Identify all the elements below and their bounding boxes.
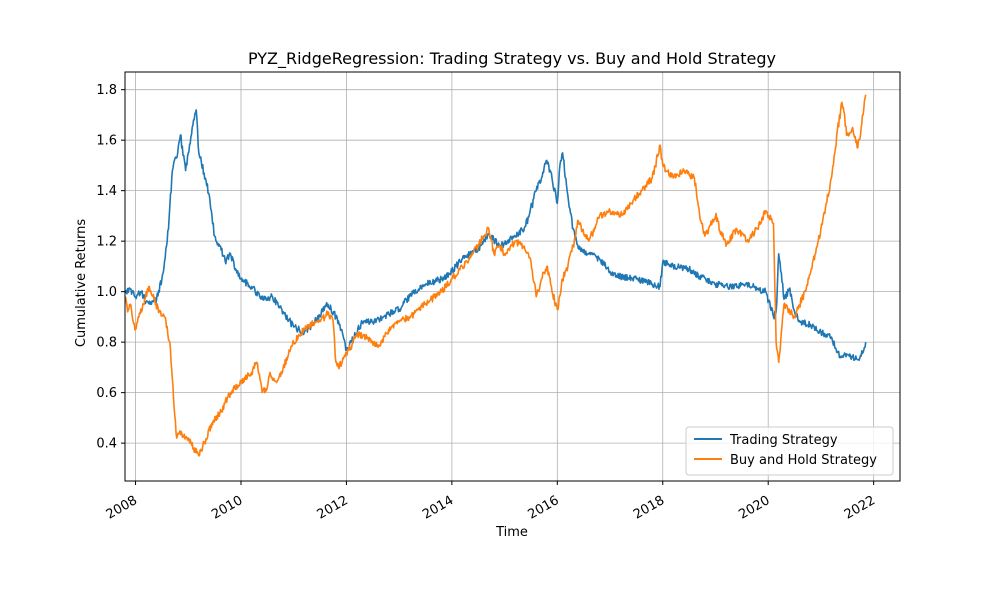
y-axis-label: Cumulative Returns	[74, 219, 89, 347]
y-tick-label: 0.4	[96, 437, 117, 452]
y-tick-label: 1.8	[96, 83, 117, 98]
y-tick-label: 1.4	[96, 184, 117, 199]
grid-lines	[125, 72, 900, 481]
y-tick-label: 0.8	[96, 336, 117, 351]
y-tick-label: 1.6	[96, 134, 117, 149]
series-line-buy-and-hold-strategy	[124, 94, 867, 457]
y-tick-label: 1.0	[96, 285, 117, 300]
legend-box	[685, 426, 894, 476]
chart-title: PYZ_RidgeRegression: Trading Strategy vs…	[248, 49, 776, 69]
legend: Trading Strategy Buy and Hold Strategy	[685, 426, 894, 476]
y-axis-ticks: 0.4 0.6 0.8 1.0 1.2 1.4 1.6 1.8	[96, 83, 125, 452]
y-tick-label: 1.2	[96, 235, 117, 250]
series-line-trading-strategy	[124, 109, 867, 362]
series-lines	[124, 94, 867, 457]
plot-area-frame	[124, 71, 901, 482]
y-tick-label: 0.6	[96, 386, 117, 401]
legend-label-buy-and-hold-strategy: Buy and Hold Strategy	[730, 453, 877, 468]
x-axis-label: Time	[495, 525, 528, 540]
legend-label-trading-strategy: Trading Strategy	[729, 433, 838, 448]
